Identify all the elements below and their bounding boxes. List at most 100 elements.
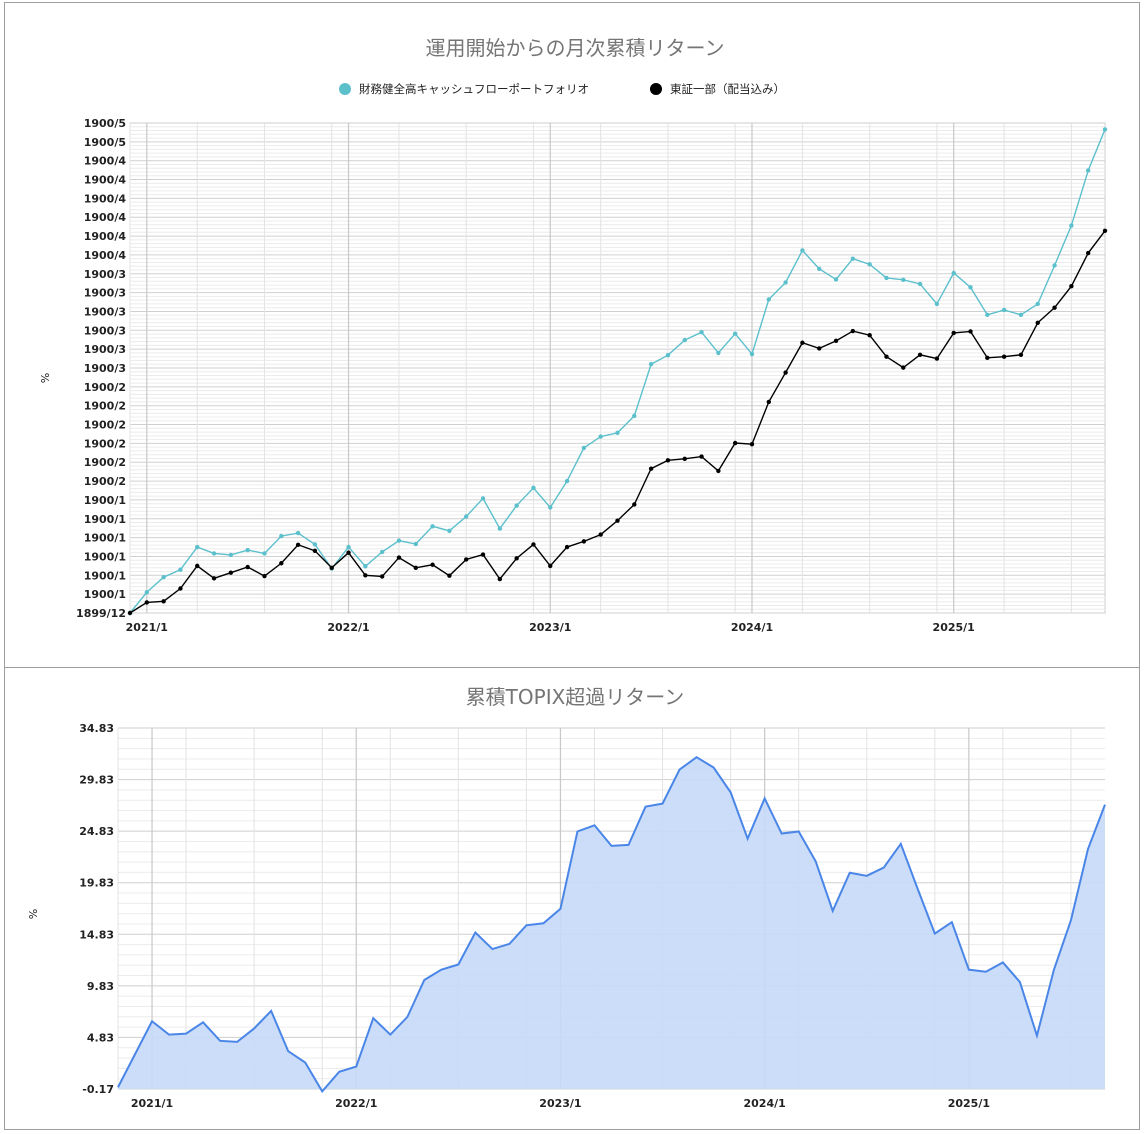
- y-tick-label: 4.83: [87, 1031, 114, 1044]
- y-tick-label: -0.17: [82, 1083, 114, 1096]
- y-tick-label: 1900/4: [84, 174, 127, 187]
- data-point-1: [783, 370, 788, 375]
- data-point-0: [480, 496, 486, 501]
- data-point-0: [363, 564, 368, 569]
- data-point-1: [295, 542, 301, 547]
- data-point-1: [598, 532, 603, 537]
- y-tick-labels: 1899/12 1900/1 1900/1 1900/1 1900/1 1900/1 190…: [76, 117, 126, 620]
- y-tick-label: 1900/2: [84, 475, 126, 488]
- data-point-1: [144, 600, 150, 605]
- data-point-0: [464, 514, 469, 519]
- x-tick-label: 2022/1: [327, 621, 369, 634]
- data-point-0: [346, 544, 351, 550]
- data-point-1: [514, 556, 519, 561]
- series: [127, 127, 1108, 616]
- area-line: [117, 755, 1106, 1094]
- data-point-1: [968, 329, 973, 334]
- data-point-1: [867, 333, 872, 338]
- data-point-0: [279, 533, 284, 539]
- x-tick-labels: 2021/1 2022/1 2023/1 2024/1 2025/1: [131, 1097, 990, 1110]
- x-tick-label: 2021/1: [126, 621, 168, 634]
- y-tick-label: 24.83: [79, 825, 114, 838]
- data-point-1: [497, 576, 503, 582]
- data-point-0: [195, 544, 200, 550]
- data-point-1: [766, 399, 771, 405]
- y-tick-label: 1900/4: [84, 211, 127, 224]
- data-point-1: [564, 544, 570, 550]
- series: [117, 755, 1106, 1094]
- y-tick-label: 34.83: [79, 722, 114, 735]
- data-point-0: [968, 285, 973, 290]
- data-point-0: [648, 362, 654, 367]
- data-point-1: [901, 365, 906, 370]
- data-point-0: [413, 541, 418, 547]
- y-tick-label: 1900/3: [84, 268, 126, 281]
- legend-label-topix: 東証一部（配当込み）: [670, 82, 785, 96]
- data-point-1: [379, 574, 385, 579]
- data-point-1: [800, 340, 805, 345]
- data-point-1: [279, 561, 284, 566]
- x-tick-label: 2021/1: [131, 1097, 173, 1110]
- data-point-0: [833, 277, 839, 282]
- y-tick-labels: -0.17 4.83 9.83 14.83 19.83 24.83 29.83 34.83: [79, 722, 114, 1096]
- data-point-1: [817, 346, 822, 351]
- data-point-0: [901, 277, 906, 282]
- x-tick-label: 2022/1: [335, 1097, 377, 1110]
- data-point-1: [632, 502, 637, 507]
- x-tick-label: 2023/1: [529, 621, 571, 634]
- data-point-1: [1069, 284, 1074, 289]
- data-point-0: [548, 505, 553, 510]
- data-point-1: [1018, 352, 1024, 358]
- data-point-1: [917, 352, 923, 358]
- data-point-0: [1085, 168, 1091, 173]
- y-tick-label: 1900/4: [84, 230, 127, 243]
- data-point-0: [783, 280, 788, 285]
- data-point-1: [329, 565, 334, 570]
- data-point-0: [682, 337, 687, 343]
- data-point-1: [581, 539, 587, 544]
- data-point-1: [1085, 250, 1091, 256]
- data-point-0: [1018, 312, 1024, 318]
- y-tick-label: 1900/2: [84, 381, 126, 394]
- x-tick-label: 2025/1: [948, 1097, 990, 1110]
- legend-label-portfolio: 財務健全高キャッシュフローポートフォリオ: [359, 82, 589, 96]
- y-tick-label: 1900/5: [84, 136, 126, 149]
- y-tick-label: 1900/1: [84, 550, 126, 563]
- data-point-1: [228, 570, 234, 575]
- data-point-1: [430, 562, 435, 567]
- data-point-0: [850, 256, 856, 261]
- data-point-0: [1069, 223, 1074, 228]
- legend-marker-portfolio: [339, 83, 351, 95]
- data-point-1: [1001, 354, 1007, 359]
- y-tick-label: 9.83: [87, 980, 114, 993]
- x-tick-label: 2025/1: [933, 621, 975, 634]
- x-tick-label: 2024/1: [744, 1097, 786, 1110]
- y-axis-label: %: [27, 909, 40, 919]
- data-point-0: [396, 538, 402, 543]
- y-tick-label: 1900/1: [84, 588, 126, 601]
- data-point-0: [447, 528, 452, 534]
- data-point-0: [312, 542, 318, 547]
- data-point-0: [1035, 301, 1040, 307]
- data-point-1: [195, 563, 200, 569]
- data-point-0: [598, 434, 603, 439]
- y-tick-label: 1900/3: [84, 287, 126, 300]
- data-point-1: [312, 548, 318, 554]
- data-point-0: [749, 351, 755, 357]
- legend: 財務健全高キャッシュフローポートフォリオ 東証一部（配当込み）: [339, 82, 785, 96]
- data-point-1: [850, 328, 856, 334]
- data-point-1: [531, 542, 536, 547]
- y-tick-label: 1900/4: [84, 155, 127, 168]
- data-point-1: [396, 555, 402, 560]
- cumulative-return-chart: 運用開始からの月次累積リターン 財務健全高キャッシュフローポートフォリオ 東証一…: [39, 36, 1108, 634]
- data-point-1: [951, 330, 956, 336]
- data-point-1: [178, 586, 183, 591]
- data-point-1: [262, 573, 267, 579]
- legend-marker-topix: [650, 83, 662, 95]
- data-point-0: [514, 503, 519, 508]
- data-point-1: [665, 458, 671, 463]
- y-tick-label: 1900/3: [84, 343, 126, 356]
- excess-return-chart: 累積TOPIX超過リターン % -0.17 4.83 9.83 14.83 19.83 2…: [27, 685, 1106, 1110]
- y-tick-label: 1900/5: [84, 117, 126, 130]
